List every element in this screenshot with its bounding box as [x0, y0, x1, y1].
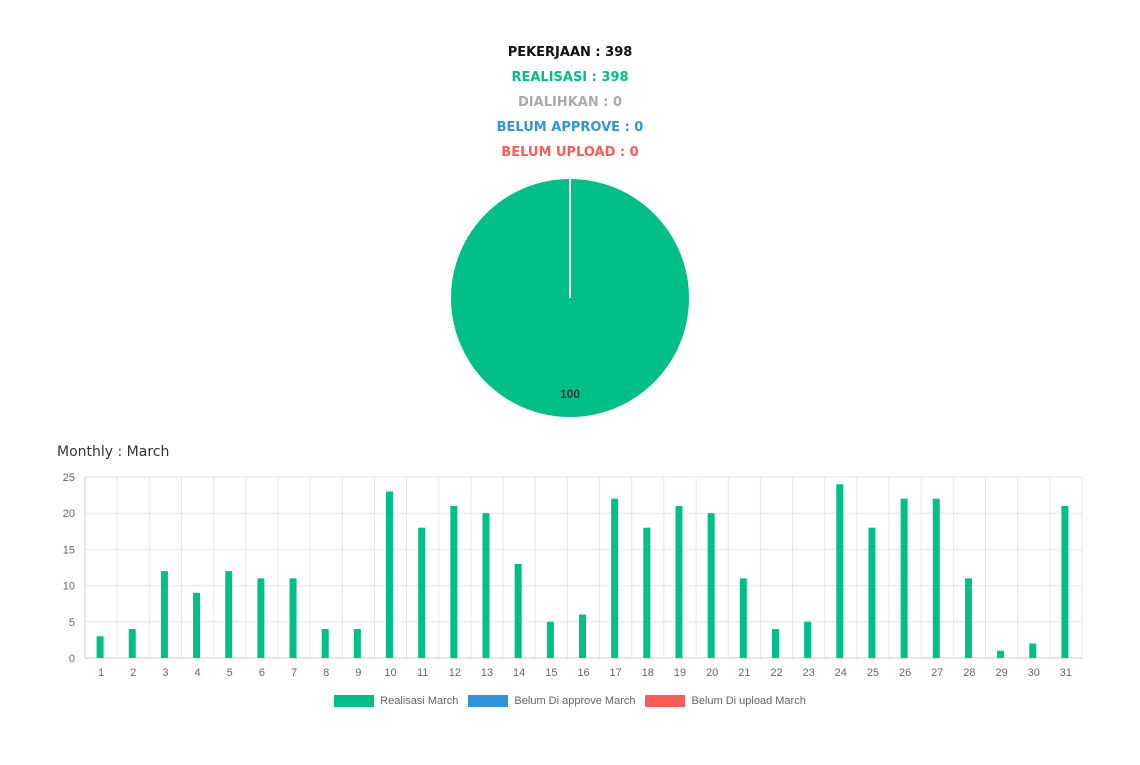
monthly-title: Monthly : March — [57, 444, 170, 460]
bar-realisasi-16[interactable] — [579, 614, 586, 658]
x-tick-label: 6 — [259, 667, 265, 679]
x-tick-label: 11 — [417, 667, 428, 679]
pekerjaan-stat: PEKERJAAN : 398 — [507, 45, 633, 60]
bar-realisasi-3[interactable] — [160, 571, 168, 658]
dialihkan-stat: DIALIHKAN : 0 — [518, 95, 622, 110]
x-tick-label: 2 — [130, 667, 136, 679]
x-tick-label: 31 — [1060, 667, 1072, 679]
x-tick-label: 21 — [738, 667, 750, 679]
legend-swatch-belum-upload — [645, 695, 686, 707]
bar-realisasi-6[interactable] — [257, 578, 265, 658]
bar-realisasi-26[interactable] — [900, 498, 908, 658]
y-tick-label: 0 — [69, 653, 75, 665]
legend-swatch-belum-approve — [468, 695, 509, 707]
bar-realisasi-4[interactable] — [193, 592, 201, 658]
belum-approve-stat: BELUM APPROVE : 0 — [496, 120, 644, 135]
bar-realisasi-13[interactable] — [482, 513, 490, 658]
x-tick-label: 16 — [577, 667, 589, 679]
x-tick-label: 17 — [610, 667, 622, 679]
x-tick-label: 9 — [355, 667, 361, 679]
y-tick-label: 20 — [63, 508, 75, 520]
legend-swatch-realisasi — [334, 695, 375, 707]
x-tick-label: 12 — [449, 667, 461, 679]
bar-realisasi-7[interactable] — [289, 578, 297, 658]
bar-realisasi-2[interactable] — [128, 629, 136, 658]
x-tick-label: 26 — [899, 667, 911, 679]
x-tick-label: 15 — [545, 667, 557, 679]
x-tick-label: 4 — [195, 667, 201, 679]
x-tick-label: 27 — [931, 667, 943, 679]
bar-realisasi-10[interactable] — [386, 491, 394, 658]
bar-realisasi-20[interactable] — [707, 513, 715, 658]
legend-label-belum-approve: Belum Di approve March — [514, 695, 636, 707]
x-tick-label: 30 — [1028, 667, 1040, 679]
y-tick-label: 25 — [63, 472, 75, 484]
realisasi-stat: REALISASI : 398 — [511, 70, 629, 85]
x-tick-label: 3 — [162, 667, 168, 679]
bar-realisasi-29[interactable] — [997, 650, 1005, 658]
bar-realisasi-31[interactable] — [1061, 505, 1069, 658]
bar-realisasi-19[interactable] — [675, 505, 683, 658]
bar-legend: Realisasi March Belum Di approve March B… — [0, 695, 1140, 707]
legend-item-realisasi[interactable]: Realisasi March — [334, 695, 458, 707]
bar-realisasi-12[interactable] — [450, 505, 458, 658]
x-tick-label: 7 — [291, 667, 297, 679]
bar-realisasi-17[interactable] — [611, 498, 619, 658]
bar-realisasi-8[interactable] — [321, 629, 329, 658]
bar-realisasi-1[interactable] — [96, 636, 104, 658]
bar-realisasi-5[interactable] — [225, 571, 233, 658]
bar-realisasi-24[interactable] — [836, 484, 844, 658]
x-tick-label: 8 — [323, 667, 329, 679]
x-tick-label: 19 — [674, 667, 686, 679]
x-tick-label: 20 — [706, 667, 718, 679]
x-tick-label: 22 — [770, 667, 782, 679]
bar-realisasi-21[interactable] — [739, 578, 747, 658]
bar-realisasi-9[interactable] — [353, 629, 361, 658]
bar-realisasi-27[interactable] — [932, 498, 940, 658]
x-tick-label: 25 — [867, 667, 879, 679]
belum-upload-stat: BELUM UPLOAD : 0 — [501, 145, 639, 160]
bar-realisasi-25[interactable] — [868, 527, 876, 658]
bar-realisasi-22[interactable] — [771, 629, 779, 658]
bar-realisasi-28[interactable] — [964, 578, 972, 658]
x-tick-label: 29 — [995, 667, 1007, 679]
y-tick-label: 15 — [63, 544, 75, 556]
x-tick-label: 14 — [513, 667, 525, 679]
bar-realisasi-11[interactable] — [418, 527, 426, 658]
legend-label-realisasi: Realisasi March — [380, 695, 459, 707]
legend-item-belum-approve[interactable]: Belum Di approve March — [468, 695, 635, 707]
y-tick-label: 5 — [69, 617, 75, 629]
x-tick-label: 10 — [384, 667, 396, 679]
x-tick-label: 5 — [227, 667, 233, 679]
x-tick-label: 13 — [481, 667, 493, 679]
legend-item-belum-upload[interactable]: Belum Di upload March — [645, 695, 806, 707]
legend-label-belum-upload: Belum Di upload March — [691, 695, 806, 707]
bar-realisasi-15[interactable] — [546, 621, 554, 658]
x-tick-label: 1 — [98, 667, 104, 679]
bar-realisasi-30[interactable] — [1029, 643, 1037, 658]
x-tick-label: 18 — [642, 667, 654, 679]
y-tick-label: 10 — [63, 581, 75, 593]
bar-realisasi-18[interactable] — [643, 527, 651, 658]
x-tick-label: 28 — [963, 667, 975, 679]
pie-data-label: 100 — [560, 387, 580, 401]
x-tick-label: 23 — [803, 667, 815, 679]
x-tick-label: 24 — [835, 667, 847, 679]
pie-chart[interactable]: 100 — [450, 178, 690, 418]
bar-realisasi-14[interactable] — [514, 563, 522, 658]
bar-realisasi-23[interactable] — [804, 621, 812, 658]
